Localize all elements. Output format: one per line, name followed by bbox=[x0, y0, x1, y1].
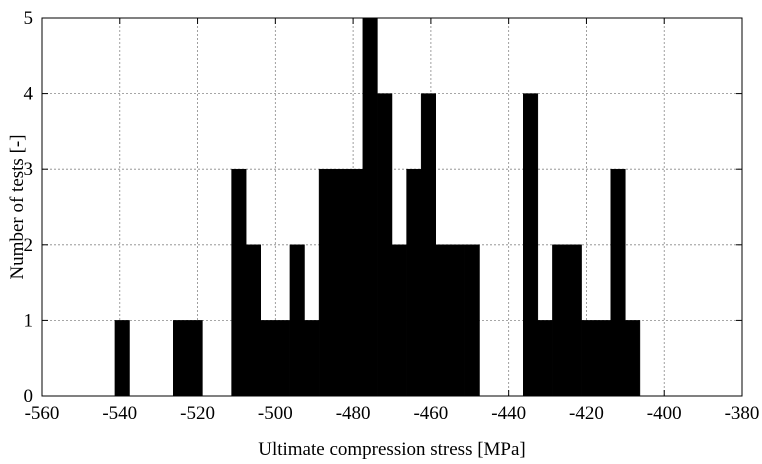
histogram-bar bbox=[450, 245, 465, 396]
x-tick-label: -400 bbox=[647, 403, 682, 424]
histogram-bar bbox=[319, 169, 334, 396]
histogram-bar bbox=[115, 320, 130, 396]
histogram-bar bbox=[261, 320, 276, 396]
histogram-bar bbox=[552, 245, 567, 396]
x-tick-label: -480 bbox=[336, 403, 371, 424]
histogram-bar bbox=[173, 320, 188, 396]
x-tick-label: -440 bbox=[491, 403, 526, 424]
x-tick-label: -380 bbox=[725, 403, 760, 424]
histogram-bar bbox=[523, 94, 538, 396]
histogram-bar bbox=[334, 169, 349, 396]
histogram-bar bbox=[348, 169, 363, 396]
x-tick-label: -420 bbox=[569, 403, 604, 424]
x-tick-labels: -560 -540 -520 -500 -480 -460 -440 -420 -400 -380 bbox=[25, 403, 760, 424]
histogram-bar bbox=[232, 169, 247, 396]
y-tick-label: 4 bbox=[24, 84, 34, 105]
histogram-bar bbox=[538, 320, 553, 396]
histogram-bar bbox=[625, 320, 640, 396]
x-tick-label: -540 bbox=[102, 403, 137, 424]
histogram-bar bbox=[246, 245, 261, 396]
y-axis-label: Number of tests [-] bbox=[7, 134, 28, 279]
histogram-bar bbox=[407, 169, 422, 396]
histogram-bar bbox=[465, 245, 480, 396]
histogram-bar bbox=[290, 245, 305, 396]
histogram-bar bbox=[582, 320, 597, 396]
histogram-bar bbox=[596, 320, 611, 396]
histogram-bar bbox=[363, 18, 378, 396]
x-tick-label: -520 bbox=[180, 403, 215, 424]
x-axis-label: Ultimate compression stress [MPa] bbox=[258, 439, 526, 460]
histogram-bar bbox=[567, 245, 582, 396]
histogram-bar bbox=[275, 320, 290, 396]
histogram-bar bbox=[611, 169, 626, 396]
y-tick-label: 0 bbox=[24, 386, 34, 407]
y-tick-label: 1 bbox=[24, 310, 34, 331]
histogram-bar bbox=[188, 320, 203, 396]
y-tick-label: 5 bbox=[24, 8, 34, 29]
x-tick-label: -500 bbox=[258, 403, 293, 424]
histogram-bar bbox=[421, 94, 436, 396]
histogram-bar bbox=[392, 245, 407, 396]
histogram-bar bbox=[436, 245, 451, 396]
x-tick-label: -460 bbox=[413, 403, 448, 424]
histogram-bar bbox=[305, 320, 320, 396]
histogram-bar bbox=[377, 94, 392, 396]
